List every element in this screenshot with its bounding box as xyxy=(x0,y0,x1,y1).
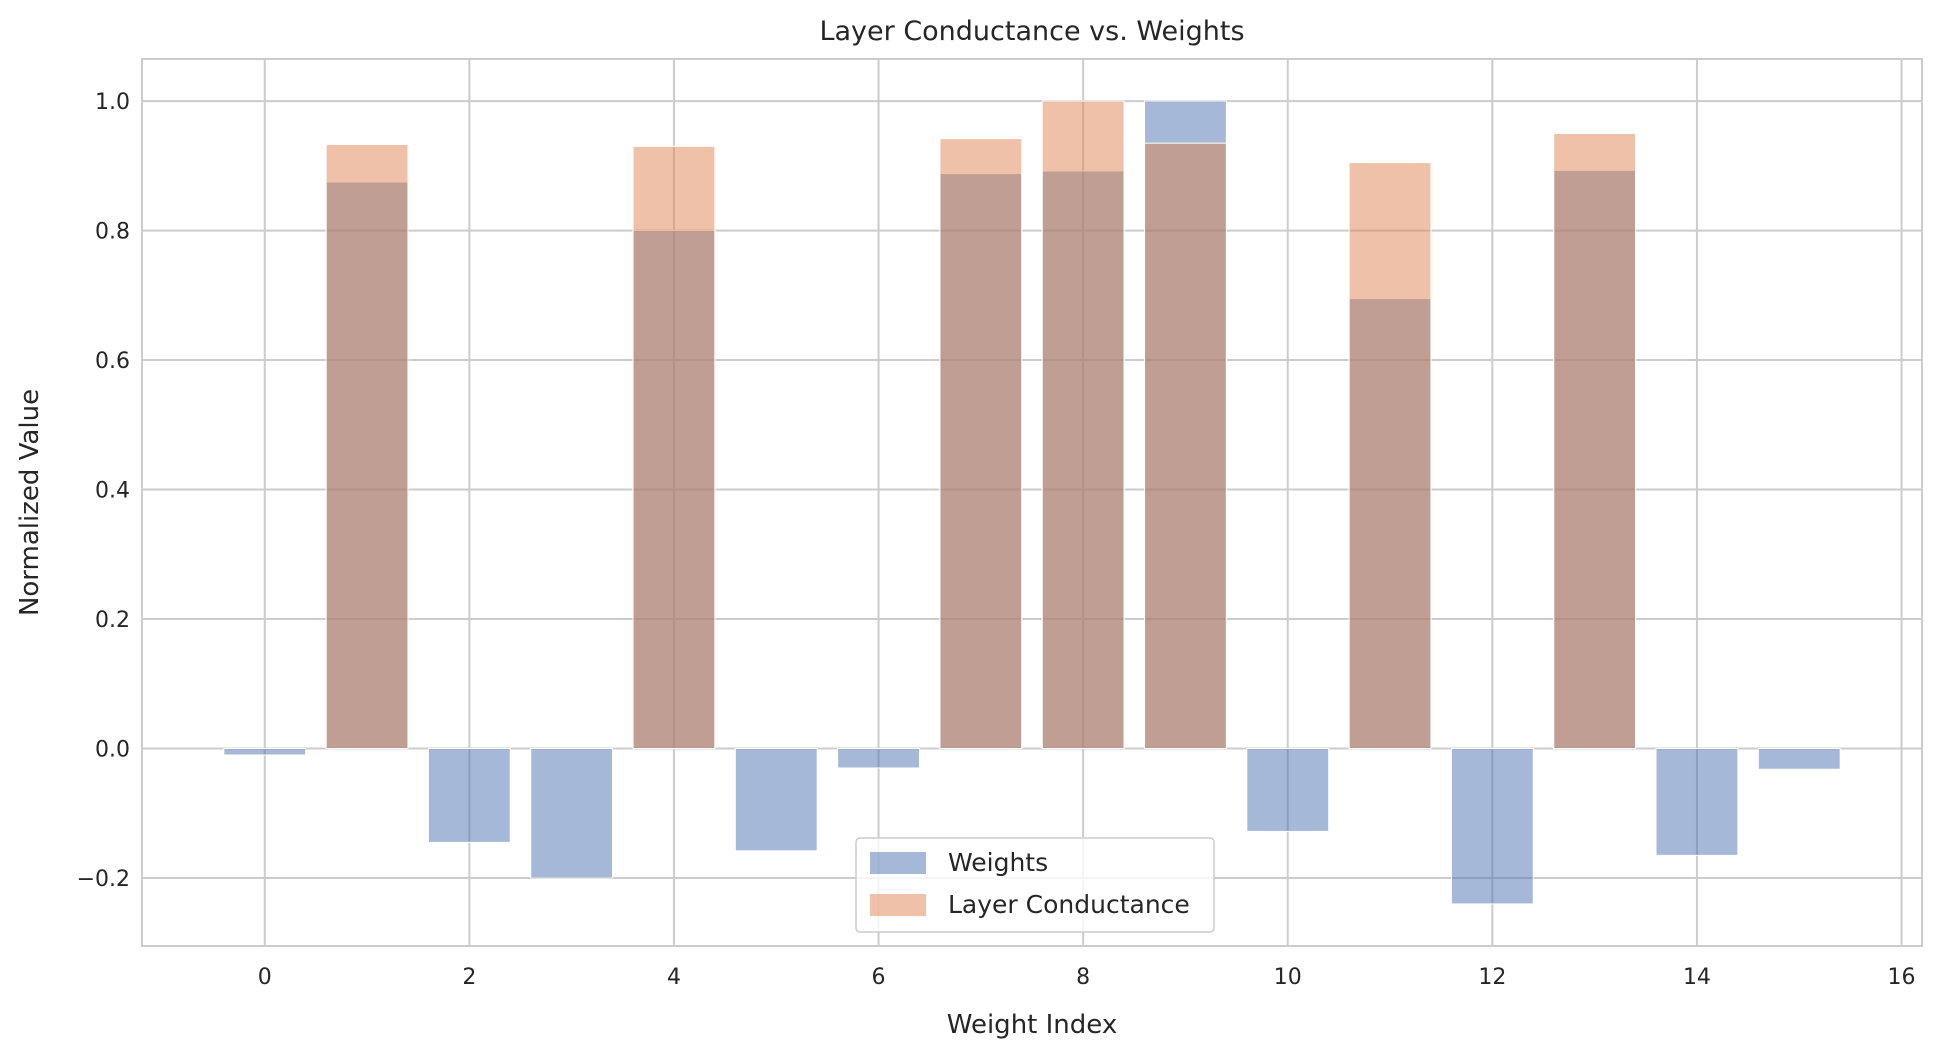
legend-label-weights: Weights xyxy=(948,848,1048,877)
legend: Weights Layer Conductance xyxy=(855,837,1215,933)
bar-weights-15 xyxy=(1757,748,1841,770)
bar-weights-2 xyxy=(427,748,511,843)
bar-weights-0 xyxy=(223,748,307,756)
y-tick-label: 0.2 xyxy=(95,608,130,633)
y-tick-label: 0.8 xyxy=(95,220,130,245)
x-tick-label: 16 xyxy=(1888,965,1916,990)
legend-swatch-weights xyxy=(870,852,926,874)
y-tick-label: 1.0 xyxy=(95,90,130,115)
x-tick-label: 10 xyxy=(1274,965,1302,990)
bar-layer-conductance-7 xyxy=(939,138,1023,750)
x-tick-label: 6 xyxy=(872,965,886,990)
bar-layer-conductance-8 xyxy=(1041,100,1125,750)
bar-weights-5 xyxy=(734,748,818,852)
bar-layer-conductance-4 xyxy=(632,145,716,750)
x-tick-label: 14 xyxy=(1683,965,1711,990)
chart-title: Layer Conductance vs. Weights xyxy=(819,16,1244,47)
bar-weights-6 xyxy=(837,748,920,769)
bar-layer-conductance-11 xyxy=(1348,162,1432,750)
y-axis-ticks: −0.2 0.0 0.2 0.4 0.6 0.8 1.0 xyxy=(77,90,130,892)
plot-frame xyxy=(141,58,1923,947)
y-tick-label: 0.6 xyxy=(95,349,130,374)
y-tick-label: 0.4 xyxy=(95,479,130,504)
grid-lines xyxy=(142,59,1922,946)
y-tick-label: −0.2 xyxy=(77,867,130,892)
legend-swatch-layer-conductance xyxy=(870,894,926,916)
bar-weights-12 xyxy=(1450,748,1534,905)
x-tick-label: 2 xyxy=(462,965,476,990)
bar-layer-conductance-1 xyxy=(325,143,409,750)
x-axis-ticks: 0 2 4 6 8 10 12 14 16 xyxy=(258,965,1916,990)
y-axis-label: Normalized Value xyxy=(15,389,45,616)
x-tick-label: 4 xyxy=(667,965,681,990)
x-axis-label: Weight Index xyxy=(947,1010,1117,1040)
x-tick-label: 8 xyxy=(1076,965,1090,990)
bar-layer-conductance-13 xyxy=(1553,132,1637,750)
bars xyxy=(223,100,1841,905)
bar-weights-10 xyxy=(1246,748,1330,832)
legend-label-layer-conductance: Layer Conductance xyxy=(948,890,1190,919)
bar-weights-3 xyxy=(530,748,614,879)
legend-box xyxy=(855,837,1215,933)
x-tick-label: 0 xyxy=(258,965,272,990)
y-tick-label: 0.0 xyxy=(95,738,130,763)
x-tick-label: 12 xyxy=(1478,965,1506,990)
bar-weights-14 xyxy=(1655,748,1739,856)
bar-layer-conductance-9 xyxy=(1144,142,1227,750)
